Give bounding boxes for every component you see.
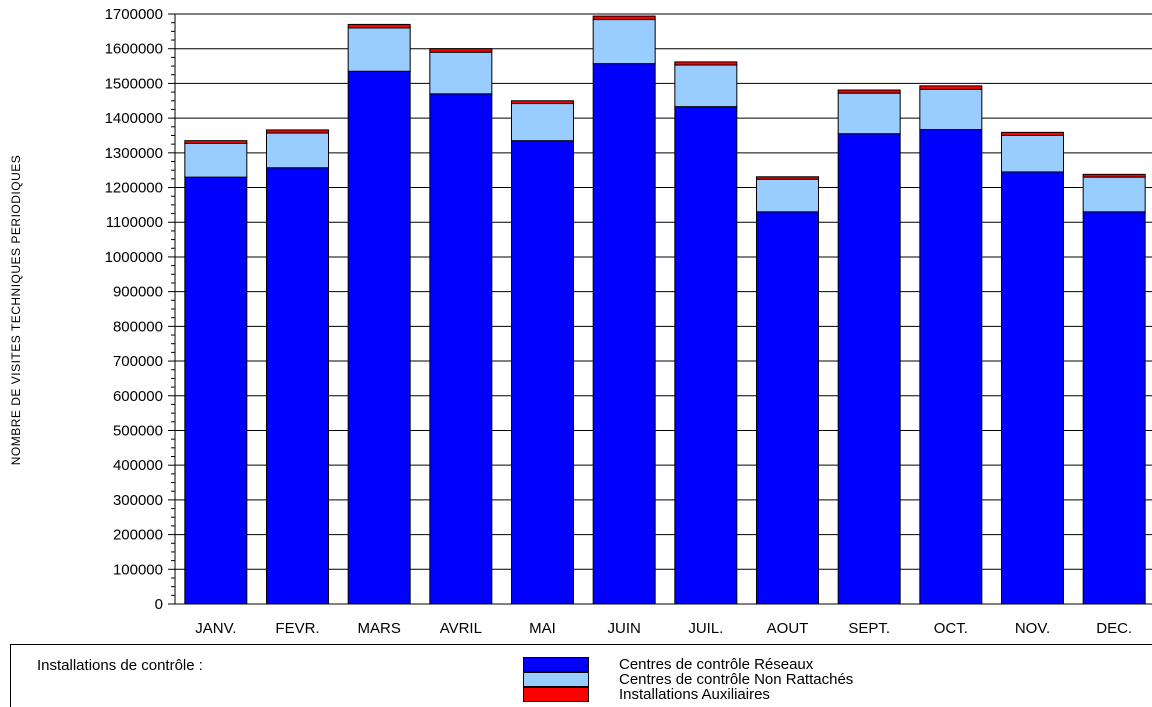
legend-label-auxiliaires: Installations Auxiliaires xyxy=(619,686,770,703)
bar-segment-reseaux xyxy=(756,211,819,605)
bar-segment-non-rattaches xyxy=(184,142,248,178)
bar-segment-reseaux xyxy=(511,140,574,605)
y-tick-label: 1000000 xyxy=(105,249,163,266)
bar-segment-non-rattaches xyxy=(919,88,983,131)
x-tick-label: NOV. xyxy=(1015,620,1050,637)
bar-segment-reseaux xyxy=(429,93,493,605)
y-tick-label: 900000 xyxy=(113,284,163,301)
x-tick-label: SEPT. xyxy=(848,620,890,637)
x-tick-label: JUIN xyxy=(607,620,640,637)
y-tick-label: 600000 xyxy=(113,388,163,405)
bar-segment-reseaux xyxy=(1001,171,1064,605)
bar-segment-reseaux xyxy=(266,167,329,605)
legend-label-reseaux: Centres de contrôle Réseaux xyxy=(619,656,814,673)
bar-segment-auxiliaires xyxy=(511,100,574,105)
bars xyxy=(184,15,1146,605)
y-tick-label: 300000 xyxy=(113,492,163,509)
y-axis-ticks: 0 100000 200000 300000 400000 500000 600000 700… xyxy=(105,6,175,613)
y-tick-label: 500000 xyxy=(113,422,163,439)
bar-segment-non-rattaches xyxy=(266,132,329,169)
legend-swatch-auxiliaires xyxy=(523,687,589,702)
bar-segment-reseaux xyxy=(837,133,901,605)
y-tick-label: 1600000 xyxy=(105,41,163,58)
bar-segment-auxiliaires xyxy=(1082,173,1146,178)
x-tick-label: JUIL. xyxy=(688,620,723,637)
x-tick-label: MAI xyxy=(529,620,556,637)
x-tick-label: AVRIL xyxy=(440,620,482,637)
bar-segment-auxiliaires xyxy=(429,48,493,53)
y-tick-label: 400000 xyxy=(113,457,163,474)
x-tick-label: OCT. xyxy=(934,620,968,637)
legend-item-auxiliaires: Installations Auxiliaires xyxy=(523,687,853,702)
bar-segment-reseaux xyxy=(592,63,656,605)
bar-segment-non-rattaches xyxy=(592,19,656,65)
y-tick-label: 100000 xyxy=(113,561,163,578)
y-tick-label: 1200000 xyxy=(105,180,163,197)
bar-segment-auxiliaires xyxy=(1001,131,1064,136)
x-tick-label: AOUT xyxy=(767,620,809,637)
legend-label-non-rattaches: Centres de contrôle Non Rattachés xyxy=(619,671,854,688)
y-tick-label: 1300000 xyxy=(105,145,163,162)
y-tick-label: 700000 xyxy=(113,353,163,370)
x-axis-ticks: JANV. FEVR. MARS AVRIL MAI JUIN JUIL. AOUT SEPT.… xyxy=(195,620,1132,637)
bar-segment-non-rattaches xyxy=(511,103,574,142)
bar-segment-reseaux xyxy=(347,70,411,605)
bar-segment-non-rattaches xyxy=(674,64,738,108)
y-tick-label: 0 xyxy=(155,596,163,613)
bar-segment-reseaux xyxy=(919,129,983,605)
bar-segment-auxiliaires xyxy=(837,89,901,94)
x-tick-label: MARS xyxy=(357,620,400,637)
y-tick-label: 1100000 xyxy=(106,214,163,231)
bar-segment-auxiliaires xyxy=(592,15,656,21)
y-tick-label: 800000 xyxy=(113,318,163,335)
y-tick-label: 1400000 xyxy=(105,110,163,127)
x-tick-label: JANV. xyxy=(195,620,236,637)
bar-segment-non-rattaches xyxy=(1082,176,1146,213)
bar-segment-non-rattaches xyxy=(837,92,901,135)
legend-items: Centres de contrôle Réseaux Centres de c… xyxy=(523,657,853,702)
bar-segment-non-rattaches xyxy=(1001,134,1064,173)
y-axis-label: NOMBRE DE VISITES TECHNIQUES PERIODIQUES xyxy=(9,154,23,466)
legend: Installations de contrôle : Centres de c… xyxy=(10,644,1152,707)
bar-segment-reseaux xyxy=(674,106,738,605)
bar-segment-auxiliaires xyxy=(184,140,248,144)
x-tick-label: DEC. xyxy=(1096,620,1132,637)
x-tick-label: FEVR. xyxy=(275,620,319,637)
legend-swatch-non-rattaches xyxy=(523,672,589,687)
legend-item-non-rattaches: Centres de contrôle Non Rattachés xyxy=(523,672,853,687)
y-tick-label: 1700000 xyxy=(105,6,163,23)
bar-segment-non-rattaches xyxy=(756,178,819,213)
legend-item-reseaux: Centres de contrôle Réseaux xyxy=(523,657,853,672)
bar-segment-non-rattaches xyxy=(347,27,411,72)
y-tick-label: 200000 xyxy=(113,527,163,544)
bar-segment-reseaux xyxy=(1082,211,1146,605)
legend-swatch-reseaux xyxy=(523,657,589,672)
bar-segment-auxiliaires xyxy=(347,23,411,29)
bar-segment-auxiliaires xyxy=(919,85,983,90)
bar-segment-auxiliaires xyxy=(674,61,738,66)
bar-segment-auxiliaires xyxy=(756,176,819,180)
bar-segment-non-rattaches xyxy=(429,51,493,95)
bar-segment-auxiliaires xyxy=(266,129,329,134)
bar-segment-reseaux xyxy=(184,176,248,605)
y-tick-label: 1500000 xyxy=(105,75,163,92)
legend-title: Installations de contrôle : xyxy=(37,657,203,674)
